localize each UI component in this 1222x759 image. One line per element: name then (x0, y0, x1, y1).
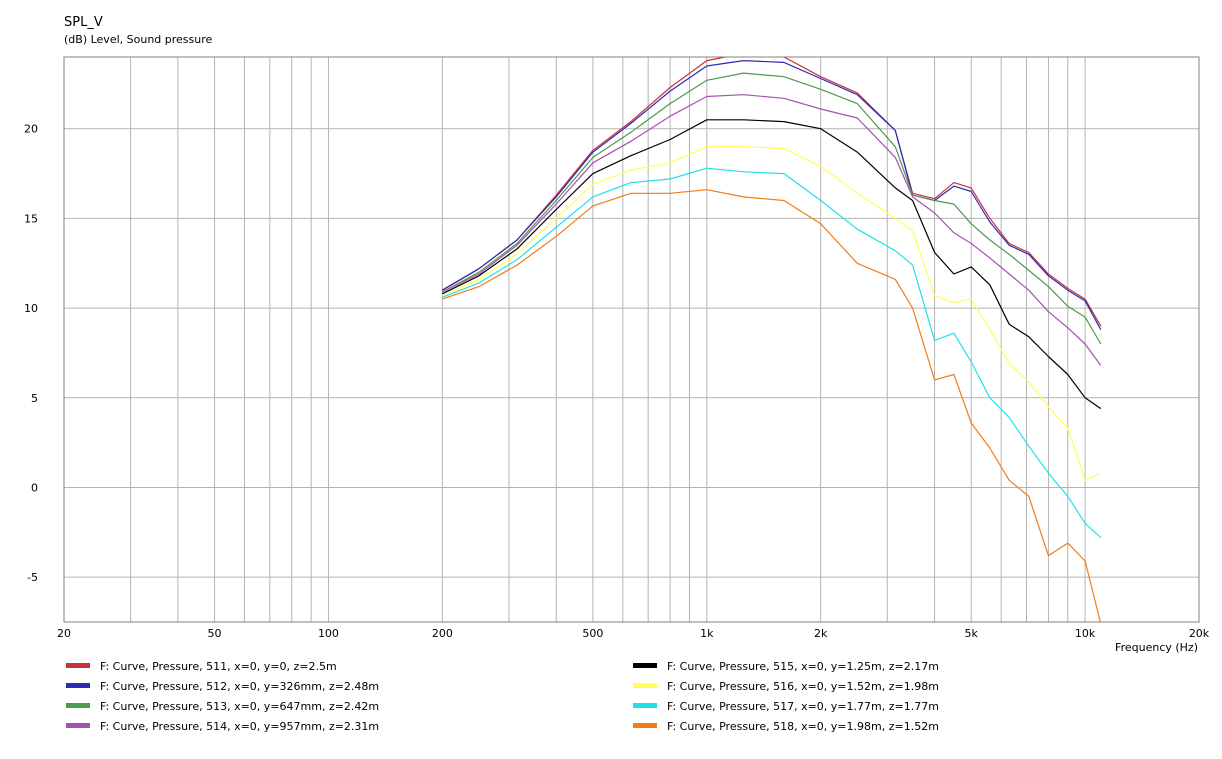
x-tick-label: 200 (432, 627, 453, 640)
x-tick-label: 20 (57, 627, 71, 640)
legend-item-label: F: Curve, Pressure, 518, x=0, y=1.98m, z… (667, 720, 939, 733)
legend-item-label: F: Curve, Pressure, 511, x=0, y=0, z=2.5… (100, 660, 337, 673)
legend-item-label: F: Curve, Pressure, 517, x=0, y=1.77m, z… (667, 700, 939, 713)
plot-frame (63, 56, 1200, 623)
series-line-1 (441, 57, 1102, 327)
legend-swatch (633, 703, 657, 708)
y-tick-label: 10 (24, 302, 38, 315)
x-tick-label: 100 (318, 627, 339, 640)
series-line-3 (442, 72, 1102, 345)
x-axis-label: Frequency (Hz) (1115, 641, 1198, 654)
legend-item-label: F: Curve, Pressure, 515, x=0, y=1.25m, z… (667, 660, 939, 673)
x-tick-labels: 20 50 100 200 500 1k 2k 5k 10k 20k (57, 627, 1210, 640)
legend-swatch (633, 663, 657, 668)
grid (64, 57, 1199, 622)
legend-swatch (66, 683, 90, 688)
legend-swatch (66, 723, 90, 728)
x-tick-label: 1k (700, 627, 714, 640)
series-line-4 (442, 94, 1102, 366)
legend-item-label: F: Curve, Pressure, 512, x=0, y=326mm, z… (100, 680, 379, 693)
chart-subtitle: (dB) Level, Sound pressure (64, 33, 213, 46)
series-line-7 (442, 167, 1102, 539)
y-tick-label: 15 (24, 212, 38, 225)
legend-item-label: F: Curve, Pressure, 516, x=0, y=1.52m, z… (667, 680, 939, 693)
legend-swatch (66, 703, 90, 708)
y-tick-label: 0 (31, 481, 38, 494)
series-line-6 (442, 146, 1102, 481)
y-tick-label: -5 (27, 571, 38, 584)
legend: F: Curve, Pressure, 511, x=0, y=0, z=2.5… (66, 660, 939, 733)
series-line-5 (442, 119, 1102, 410)
x-tick-label: 10k (1075, 627, 1096, 640)
y-tick-label: 20 (24, 123, 38, 136)
x-tick-label: 2k (814, 627, 828, 640)
x-tick-label: 50 (208, 627, 222, 640)
x-tick-label: 5k (965, 627, 979, 640)
series-line-2 (441, 59, 1102, 330)
chart-title: SPL_V (64, 15, 103, 30)
x-tick-label: 20k (1189, 627, 1210, 640)
legend-item-label: F: Curve, Pressure, 513, x=0, y=647mm, z… (100, 700, 379, 713)
legend-item-label: F: Curve, Pressure, 514, x=0, y=957mm, z… (100, 720, 379, 733)
plot-area (441, 57, 1102, 622)
y-tick-label: 5 (31, 392, 38, 405)
legend-swatch (66, 663, 90, 668)
x-tick-label: 500 (582, 627, 603, 640)
series-line-8 (442, 189, 1101, 622)
y-tick-labels: 20 15 10 5 0 -5 (24, 123, 38, 584)
legend-swatch (633, 683, 657, 688)
legend-swatch (633, 723, 657, 728)
